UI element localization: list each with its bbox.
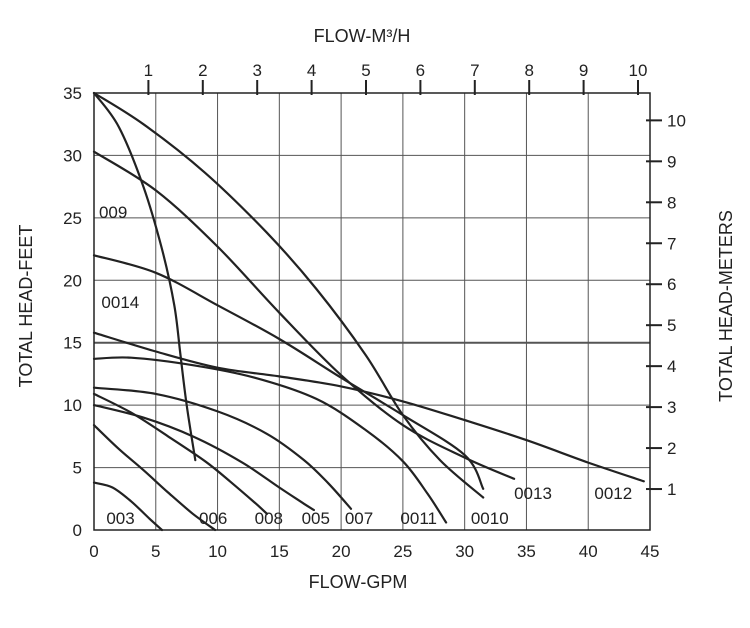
x-tick-label: 5 [151, 542, 160, 561]
series-layer [92, 91, 645, 532]
y2-tick-label: 1 [667, 480, 676, 499]
curve-0010 [92, 91, 485, 499]
curve-006 [92, 424, 217, 532]
curve-007 [92, 386, 353, 510]
curve-0014 [92, 254, 485, 490]
curve-009 [92, 91, 197, 462]
x-tick-label: 45 [641, 542, 660, 561]
x-tick-label: 20 [332, 542, 351, 561]
x-tick-label: 35 [517, 542, 536, 561]
x-tick-label: 30 [455, 542, 474, 561]
curve-label-005: 005 [302, 509, 330, 528]
x2-tick-label: 2 [198, 61, 207, 80]
x2-tick-label: 10 [629, 61, 648, 80]
y-tick-label: 25 [63, 209, 82, 228]
y-axis-title: TOTAL HEAD-FEET [16, 225, 36, 388]
y-tick-label: 15 [63, 334, 82, 353]
y2-tick-label: 10 [667, 111, 686, 130]
grid-layer [93, 92, 651, 531]
curve-label-009: 009 [99, 203, 127, 222]
y2-tick-label: 3 [667, 398, 676, 417]
x2-tick-label: 6 [416, 61, 425, 80]
curve-labels-layer: 003 006 008 005 007 0011 0010 0013 0012 009 0014 [99, 203, 632, 528]
curve-label-0013: 0013 [514, 484, 552, 503]
curve-label-0010: 0010 [471, 509, 509, 528]
y2-tick-label: 8 [667, 193, 676, 212]
curve-0011 [92, 356, 448, 524]
curve-label-0014: 0014 [101, 293, 139, 312]
y2-tick-label: 4 [667, 357, 676, 376]
x2-tick-label: 7 [470, 61, 479, 80]
y2-tick-label: 6 [667, 275, 676, 294]
x-axis-title: FLOW-GPM [309, 572, 408, 592]
x-tick-label: 10 [208, 542, 227, 561]
curve-label-006: 006 [199, 509, 227, 528]
x-tick-label: 15 [270, 542, 289, 561]
x2-tick-label: 1 [144, 61, 153, 80]
x-tick-label: 40 [579, 542, 598, 561]
curve-008 [92, 392, 269, 515]
y2-tick-label: 9 [667, 152, 676, 171]
x-tick-label: 0 [89, 542, 98, 561]
y-tick-label: 10 [63, 396, 82, 415]
curve-label-007: 007 [345, 509, 373, 528]
y2-axis-title: TOTAL HEAD-METERS [716, 210, 736, 402]
x2-tick-label: 3 [252, 61, 261, 80]
y-tick-label: 20 [63, 271, 82, 290]
x2-tick-label: 4 [307, 61, 316, 80]
curve-0012 [92, 331, 645, 483]
x2-tick-label: 8 [524, 61, 533, 80]
x2-axis-title: FLOW-M³/H [314, 26, 411, 46]
curve-label-008: 008 [255, 509, 283, 528]
curve-003 [92, 481, 164, 532]
y2-tick-label: 5 [667, 316, 676, 335]
x-tick-label: 25 [393, 542, 412, 561]
curve-005 [92, 404, 315, 512]
x2-tick-label: 5 [361, 61, 370, 80]
y2-tick-label: 7 [667, 234, 676, 253]
y-tick-label: 35 [63, 84, 82, 103]
curve-label-0012: 0012 [594, 484, 632, 503]
curve-0013 [92, 150, 516, 480]
plot-frame [93, 92, 651, 531]
curve-label-0011: 0011 [400, 509, 437, 528]
curve-label-003: 003 [106, 509, 134, 528]
y-tick-label: 5 [73, 459, 82, 478]
y-tick-label: 0 [73, 521, 82, 540]
y-tick-label: 30 [63, 146, 82, 165]
y2-tick-label: 2 [667, 439, 676, 458]
x2-tick-label: 9 [579, 61, 588, 80]
